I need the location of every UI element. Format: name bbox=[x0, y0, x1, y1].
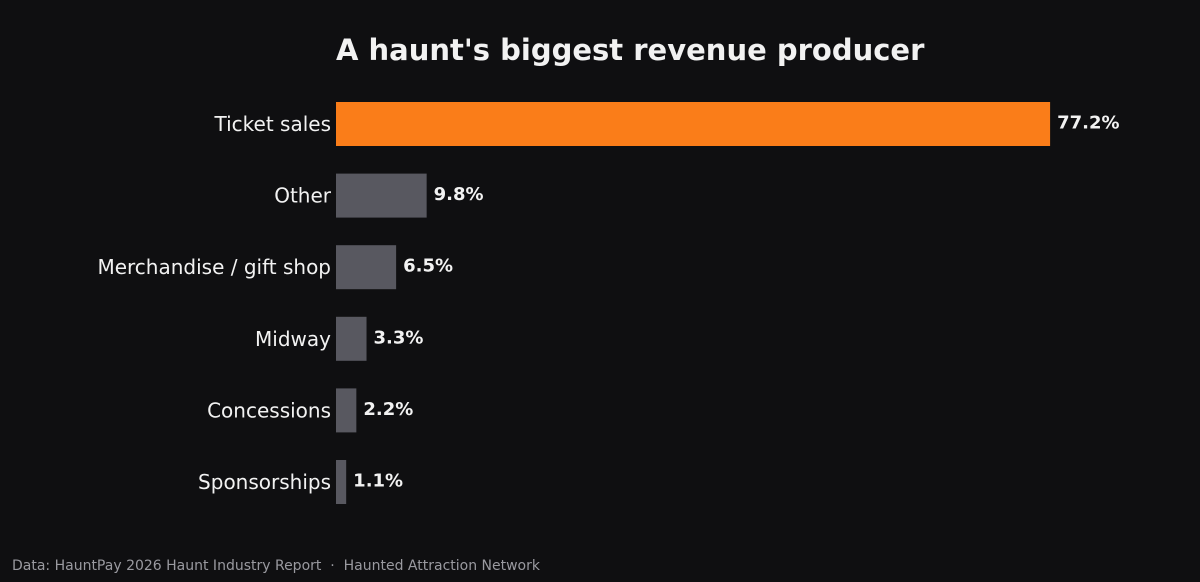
category-label-0: Ticket sales bbox=[214, 112, 331, 136]
category-label-5: Sponsorships bbox=[198, 470, 331, 494]
category-label-2: Merchandise / gift shop bbox=[97, 255, 331, 279]
bar-2 bbox=[336, 245, 397, 290]
value-label-3: 3.3% bbox=[374, 327, 424, 348]
bars-group: Ticket sales 77.2% Other 9.8% Merchandise / … bbox=[97, 102, 1120, 504]
bar-0 bbox=[336, 102, 1051, 146]
bar-5 bbox=[336, 460, 347, 504]
category-label-1: Other bbox=[274, 184, 332, 208]
value-label-4: 2.2% bbox=[363, 399, 413, 420]
category-label-3: Midway bbox=[255, 327, 331, 351]
bar-4 bbox=[336, 388, 357, 433]
value-label-1: 9.8% bbox=[434, 184, 484, 205]
value-label-0: 77.2% bbox=[1057, 113, 1119, 134]
value-label-5: 1.1% bbox=[353, 471, 403, 492]
chart-title: A haunt's biggest revenue producer bbox=[336, 33, 925, 67]
bar-1 bbox=[336, 173, 427, 218]
value-label-2: 6.5% bbox=[403, 256, 453, 277]
category-label-4: Concessions bbox=[207, 398, 331, 422]
bar-3 bbox=[336, 316, 367, 361]
source-note: Data: HauntPay 2026 Haunt Industry Repor… bbox=[12, 558, 540, 574]
